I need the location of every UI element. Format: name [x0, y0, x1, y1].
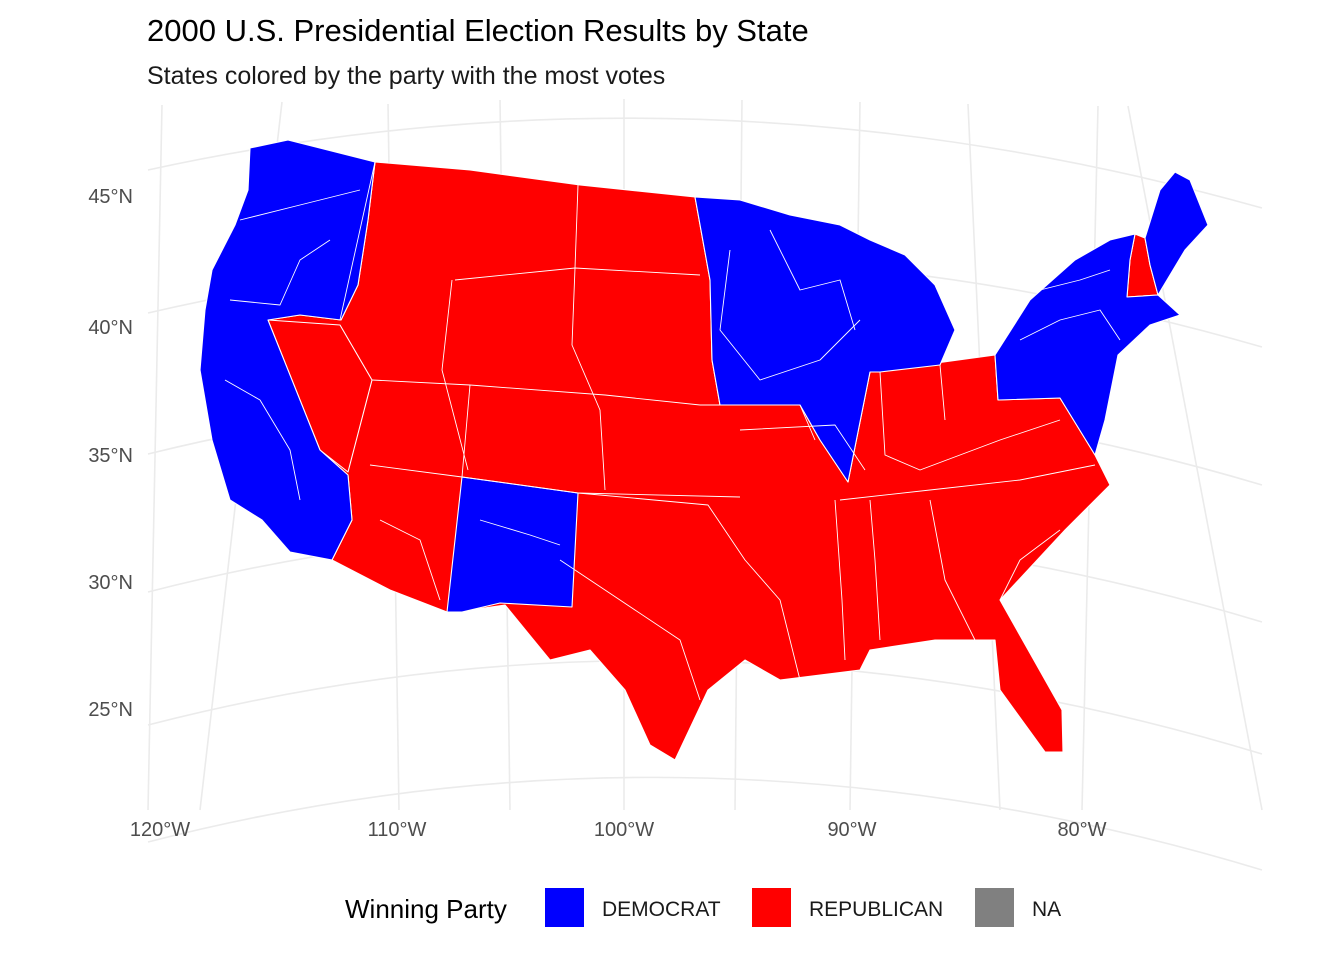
region-upper-midwest	[694, 196, 956, 483]
legend-title: Winning Party	[345, 894, 507, 924]
lat-label-40n: 40°N	[88, 317, 133, 339]
graticule-meridian-120w	[147, 104, 163, 811]
boundary-line	[700, 404, 816, 441]
boundary-line	[369, 464, 741, 498]
figure-title: 2000 U.S. Presidential Election Results …	[147, 13, 809, 48]
legend-swatch-na	[975, 888, 1014, 927]
boundary-line	[339, 161, 376, 321]
region-boundary-lines	[224, 161, 1121, 701]
boundary-line	[834, 499, 846, 661]
boundary-line	[571, 184, 606, 491]
boundary-line	[441, 279, 469, 471]
graticule-parallel-extra	[147, 776, 1263, 871]
boundary-line	[239, 189, 361, 221]
boundary-line	[461, 384, 471, 478]
boundary-line	[229, 239, 331, 306]
lon-label-110w: 110°W	[368, 819, 427, 841]
boundary-line	[739, 424, 866, 471]
longitude-labels: 120°W 110°W 100°W 90°W 80°W	[130, 819, 1107, 841]
lon-label-80w: 80°W	[1057, 819, 1106, 841]
lat-label-30n: 30°N	[88, 572, 133, 594]
region-republican-interior	[267, 161, 1111, 761]
lon-label-90w: 90°W	[827, 819, 876, 841]
boundary-line	[224, 379, 301, 501]
legend-swatch-democrat	[545, 888, 584, 927]
boundary-line	[479, 519, 561, 546]
region-pacific-coast	[199, 139, 376, 561]
boundary-line	[1039, 269, 1111, 291]
lon-label-100w: 100°W	[594, 819, 654, 841]
boundary-line	[371, 379, 701, 406]
legend-swatch-republican	[752, 888, 791, 927]
boundary-line	[1019, 309, 1121, 341]
boundary-line	[769, 229, 856, 331]
lon-label-120w: 120°W	[130, 819, 190, 841]
boundary-line	[939, 364, 946, 421]
boundary-line	[869, 499, 881, 641]
legend-label-na: NA	[1032, 898, 1061, 921]
lat-label-45n: 45°N	[88, 186, 133, 208]
boundary-line	[879, 371, 1061, 471]
legend: Winning Party DEMOCRAT REPUBLICAN NA	[345, 888, 1061, 927]
boundary-line	[577, 492, 801, 681]
region-northeast	[994, 233, 1181, 456]
region-maine	[1144, 171, 1209, 296]
latitude-labels: 45°N 40°N 35°N 30°N 25°N	[88, 186, 133, 721]
legend-label-republican: REPUBLICAN	[809, 898, 943, 921]
lat-label-35n: 35°N	[88, 445, 133, 467]
boundary-line	[719, 249, 861, 381]
boundary-line	[454, 267, 701, 281]
figure-subtitle: States colored by the party with the mos…	[147, 62, 665, 90]
map-regions	[199, 139, 1209, 761]
boundary-line	[379, 519, 441, 601]
boundary-line	[559, 559, 701, 701]
boundary-line	[839, 464, 1096, 501]
boundary-line	[999, 529, 1061, 601]
boundary-line	[929, 499, 976, 641]
lat-label-25n: 25°N	[88, 699, 133, 721]
legend-label-democrat: DEMOCRAT	[602, 898, 721, 921]
